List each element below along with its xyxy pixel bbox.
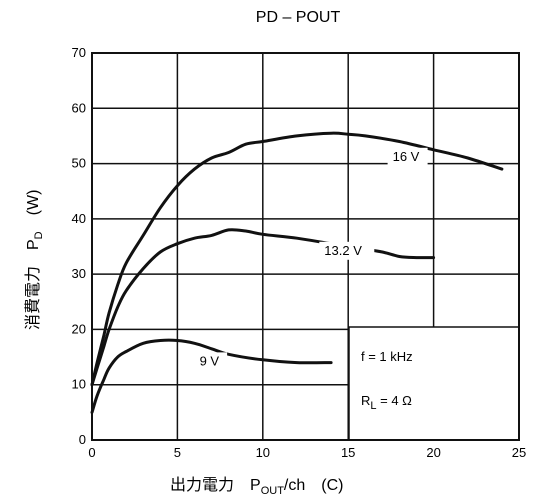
y-tick-label: 10 xyxy=(72,377,86,392)
series-label-mask xyxy=(194,352,228,371)
y-axis-label-sub: D xyxy=(33,231,45,239)
y-tick-label: 70 xyxy=(72,45,86,60)
condition-load-tail: = 4 Ω xyxy=(377,393,413,408)
x-tick-label: 0 xyxy=(88,445,95,460)
x-tick-label: 15 xyxy=(341,445,355,460)
y-axis-label-tail: (W) xyxy=(25,190,42,216)
x-axis-label: 出力電力 POUT/ch (C) xyxy=(170,476,343,497)
y-tick-label: 40 xyxy=(72,211,86,226)
y-axis-label: 消費電力 PD (W) xyxy=(24,190,45,330)
x-tick-label: 25 xyxy=(512,445,526,460)
chart-title: PD – POUT xyxy=(256,9,341,26)
y-tick-label: 60 xyxy=(72,100,86,115)
y-axis-label-main: 消費電力 P xyxy=(24,239,42,330)
x-tick-label: 10 xyxy=(256,445,270,460)
series-label-mask xyxy=(387,147,428,166)
x-tick-labels: 0 5 10 15 20 25 xyxy=(88,445,526,460)
series-line xyxy=(90,338,333,414)
y-tick-label: 50 xyxy=(72,156,86,171)
series-label: 9 V xyxy=(200,353,220,368)
y-tick-labels: 0 10 20 30 40 50 60 70 xyxy=(72,45,86,447)
x-axis-label-tail: /ch (C) xyxy=(284,477,344,494)
y-tick-label: 20 xyxy=(72,321,86,336)
x-axis-label-sub: OUT xyxy=(261,485,285,497)
legend-box-mask xyxy=(349,327,519,440)
condition-load-sub: L xyxy=(370,400,376,412)
x-axis-label-main: 出力電力 P xyxy=(170,476,261,494)
x-tick-label: 20 xyxy=(426,445,440,460)
series-label: 13.2 V xyxy=(324,243,362,258)
grid xyxy=(92,53,519,440)
condition-frequency: f = 1 kHz xyxy=(361,349,413,364)
series-label-mask xyxy=(319,241,375,260)
series-lines xyxy=(90,131,504,414)
series-line xyxy=(90,228,436,387)
series-line xyxy=(90,131,504,387)
y-tick-label: 30 xyxy=(72,266,86,281)
x-tick-label: 5 xyxy=(174,445,181,460)
series-labels: 16 V 13.2 V 9 V xyxy=(194,147,428,371)
condition-load: RL = 4 Ω xyxy=(361,393,412,412)
y-tick-label: 0 xyxy=(79,432,86,447)
series-label: 16 V xyxy=(393,149,420,164)
plot-frame xyxy=(91,52,520,441)
condition-load-main: R xyxy=(361,393,370,408)
